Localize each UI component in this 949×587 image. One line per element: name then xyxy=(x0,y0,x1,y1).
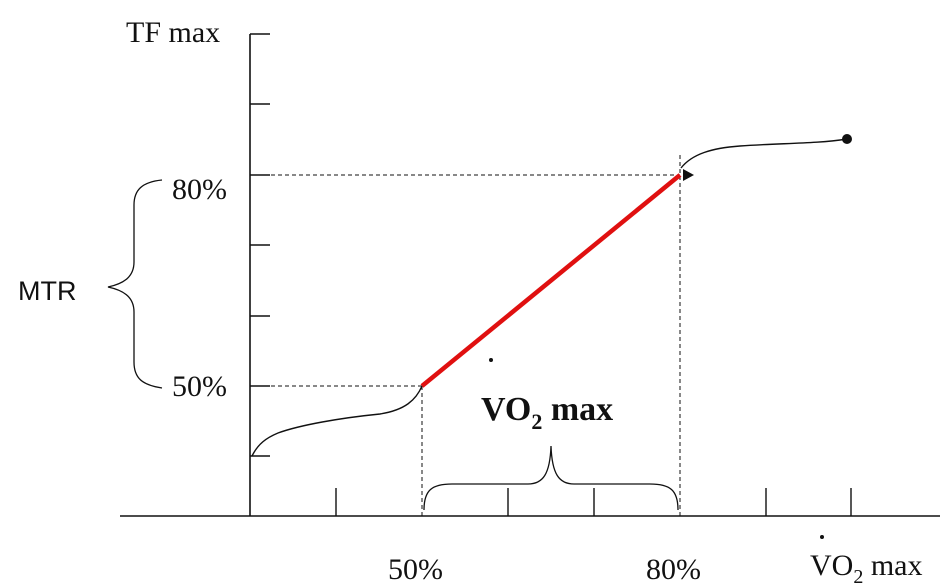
y-label-80: 80% xyxy=(172,173,227,206)
x-label-80: 80% xyxy=(646,553,701,586)
vo2-center-label: VO2 max xyxy=(481,358,613,434)
curve-lower-segment xyxy=(251,385,423,457)
mtr-brace xyxy=(107,179,163,389)
svg-text:VO2 max: VO2 max xyxy=(810,549,923,587)
y-label-50: 50% xyxy=(172,370,227,403)
vo2-center-subscript: 2 xyxy=(531,409,542,434)
arrow-head xyxy=(683,169,694,181)
x-axis-ticks xyxy=(335,488,852,516)
dashed-guides xyxy=(250,155,681,516)
svg-text:VO2 max: VO2 max xyxy=(481,391,613,434)
x-axis-title-subscript: 2 xyxy=(853,566,863,587)
mtr-red-line xyxy=(420,173,682,388)
x-axis-title-suffix: max xyxy=(863,549,922,582)
y-axis-title: TF max xyxy=(126,16,220,49)
x-axis-title-main: VO xyxy=(810,549,853,582)
vo2-center-suffix: max xyxy=(542,391,613,428)
x-label-50: 50% xyxy=(388,553,443,586)
mtr-label: MTR xyxy=(18,276,76,306)
curve-upper-segment xyxy=(680,138,848,169)
y-axis-ticks xyxy=(250,33,270,457)
vo2-brace xyxy=(423,445,679,511)
vo2-center-main: VO xyxy=(481,391,531,428)
x-axis-title: VO2 max xyxy=(810,535,923,587)
end-point xyxy=(842,134,852,144)
x-axis-title-dot xyxy=(820,535,824,539)
vo2-center-dot xyxy=(489,358,493,362)
